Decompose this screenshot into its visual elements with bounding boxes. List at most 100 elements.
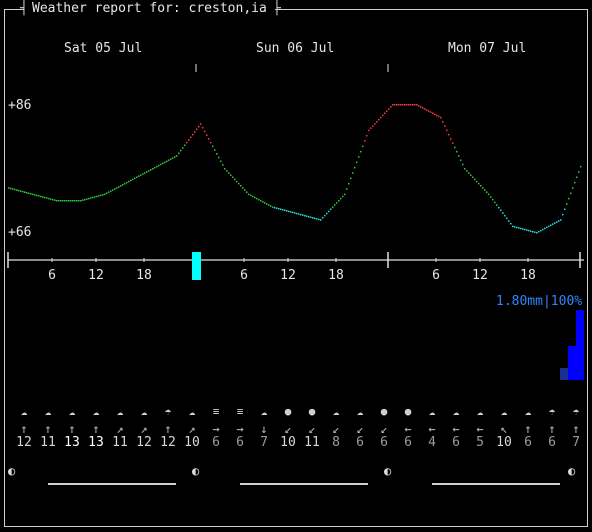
temperature-point bbox=[452, 142, 454, 144]
temperature-point bbox=[570, 192, 572, 195]
temperature-point bbox=[52, 198, 54, 201]
temperature-point bbox=[358, 156, 360, 158]
temperature-point bbox=[432, 112, 434, 115]
temperature-point bbox=[142, 173, 144, 175]
temperature-point bbox=[326, 212, 328, 215]
temperature-point bbox=[472, 176, 474, 179]
temperature-point bbox=[508, 220, 510, 222]
temperature-point bbox=[308, 216, 310, 218]
temperature-point bbox=[360, 150, 362, 153]
temperature-point bbox=[442, 121, 444, 123]
partly-cloudy-icon: ☁ bbox=[140, 405, 148, 418]
moon-phase-icon: ◐ bbox=[192, 464, 200, 478]
wind-direction-arrow: → bbox=[236, 422, 244, 436]
temperature-point bbox=[522, 228, 524, 230]
day-label: Sat 05 Jul bbox=[64, 41, 143, 56]
temperature-point bbox=[252, 195, 254, 198]
current-time-marker bbox=[192, 252, 201, 280]
temperature-point bbox=[416, 104, 418, 106]
temperature-point bbox=[556, 221, 558, 223]
temperature-point bbox=[134, 177, 136, 180]
temperature-point bbox=[518, 227, 520, 229]
temperature-point bbox=[160, 163, 162, 166]
temperature-point bbox=[32, 193, 34, 196]
temperature-point bbox=[438, 115, 440, 118]
temperature-point bbox=[536, 232, 538, 234]
wind-speed: 8 bbox=[332, 435, 340, 450]
temperature-point bbox=[92, 196, 94, 199]
temperature-point bbox=[380, 116, 382, 119]
temperature-point bbox=[504, 214, 506, 217]
temperature-point bbox=[226, 170, 228, 172]
clear-icon: ● bbox=[284, 405, 292, 418]
wind-direction-arrow: ↓ bbox=[260, 422, 268, 436]
wind-direction-arrow: ↖ bbox=[500, 422, 508, 436]
wind-direction-arrow: ↑ bbox=[92, 422, 100, 436]
temp-max-label: +86 bbox=[8, 98, 32, 113]
temperature-point bbox=[242, 187, 244, 189]
temperature-point bbox=[112, 189, 114, 191]
temperature-point bbox=[174, 156, 176, 158]
temperature-point bbox=[204, 130, 206, 133]
rain-icon: ☂ bbox=[572, 405, 580, 418]
temperature-point bbox=[486, 191, 488, 193]
temperature-point bbox=[20, 190, 22, 192]
wind-speed: 13 bbox=[88, 435, 104, 450]
partly-cloudy-icon: ☁ bbox=[260, 405, 268, 418]
wind-speed: 12 bbox=[16, 435, 32, 450]
temperature-point bbox=[8, 187, 10, 189]
wind-direction-arrow: ↙ bbox=[284, 422, 292, 436]
clear-icon: ● bbox=[308, 405, 316, 418]
wind-speed: 6 bbox=[212, 435, 220, 450]
temperature-point bbox=[272, 206, 274, 208]
temperature-point bbox=[240, 185, 242, 187]
partly-cloudy-icon: ☁ bbox=[92, 405, 100, 418]
temperature-point bbox=[210, 141, 212, 144]
clear-icon: ● bbox=[380, 405, 388, 418]
wind-direction-arrow: ↑ bbox=[548, 422, 556, 436]
temperature-point bbox=[346, 188, 348, 190]
temperature-point bbox=[502, 212, 504, 214]
temperature-point bbox=[572, 187, 574, 189]
temperature-point bbox=[510, 222, 512, 225]
temperature-point bbox=[206, 134, 208, 136]
precip-bar bbox=[560, 368, 568, 380]
wind-direction-arrow: ← bbox=[452, 422, 460, 436]
temperature-point bbox=[36, 194, 38, 197]
temperature-point bbox=[436, 114, 438, 117]
temperature-point bbox=[302, 214, 304, 216]
temperature-point bbox=[116, 187, 118, 189]
temperature-point bbox=[294, 212, 296, 214]
wind-speed: 6 bbox=[356, 435, 364, 450]
temperature-point bbox=[78, 200, 80, 202]
temperature-point bbox=[196, 128, 198, 131]
temperature-point bbox=[102, 194, 104, 196]
temperature-point bbox=[386, 110, 388, 112]
temperature-point bbox=[400, 104, 402, 106]
temperature-point bbox=[262, 201, 264, 203]
temperature-point bbox=[574, 181, 576, 184]
temperature-point bbox=[18, 189, 20, 192]
temperature-point bbox=[118, 186, 120, 188]
temperature-point bbox=[176, 155, 178, 157]
temperature-point bbox=[178, 152, 180, 155]
temperature-point bbox=[378, 118, 380, 121]
temperature-point bbox=[532, 230, 534, 233]
wind-direction-arrow: ↗ bbox=[116, 422, 124, 436]
partly-cloudy-icon: ☁ bbox=[500, 405, 508, 418]
temperature-point bbox=[568, 197, 570, 200]
wind-direction-arrow: ↗ bbox=[140, 422, 148, 436]
temperature-point bbox=[420, 106, 422, 108]
temperature-point bbox=[200, 123, 202, 125]
temperature-point bbox=[278, 208, 280, 210]
temperature-point bbox=[520, 227, 522, 230]
temp-min-label: +66 bbox=[8, 225, 32, 240]
temperature-point bbox=[516, 226, 518, 229]
temperature-point bbox=[194, 131, 196, 133]
temperature-point bbox=[228, 172, 230, 174]
temperature-point bbox=[72, 200, 74, 202]
temperature-point bbox=[560, 219, 562, 221]
clear-icon: ● bbox=[404, 405, 412, 418]
temperature-point bbox=[168, 159, 170, 161]
temperature-point bbox=[444, 125, 446, 127]
